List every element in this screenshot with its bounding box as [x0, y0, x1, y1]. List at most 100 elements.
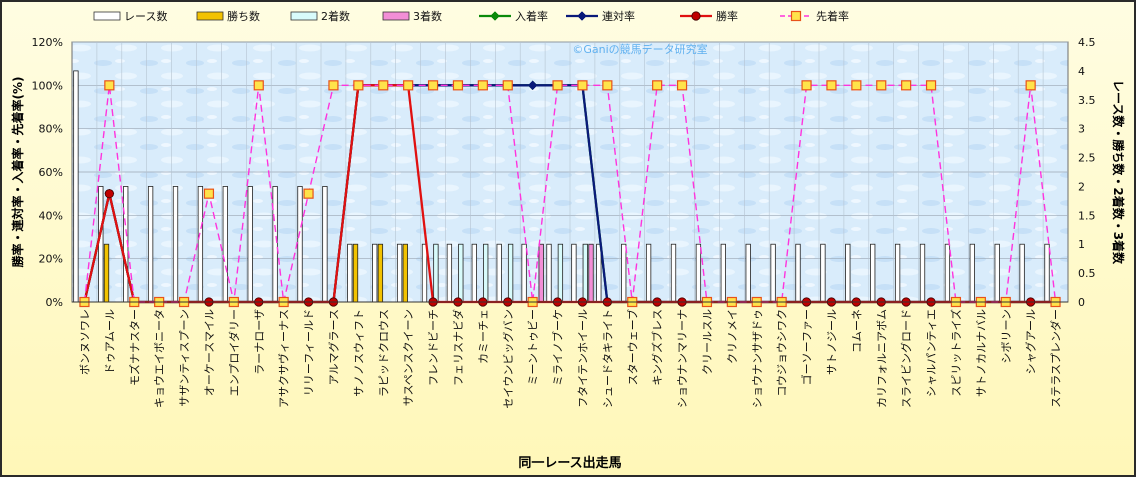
races-bar — [297, 186, 303, 303]
x-tick-label: アサクサヴィーナス — [277, 309, 291, 408]
legend-item: 先着率 — [780, 9, 849, 23]
legend-label: レース数 — [124, 10, 167, 23]
legend-swatch — [196, 11, 224, 21]
x-tick-label: サザンティスプーン — [178, 309, 191, 407]
beat-rate-point — [253, 80, 264, 91]
x-tick-label: ドゥアムール — [103, 309, 116, 374]
legend-label: 3着数 — [413, 9, 442, 23]
races-bar — [720, 243, 726, 303]
x-tick-label: スライビングロード — [899, 309, 913, 408]
x-tick-label: サトノジール — [825, 309, 838, 375]
beat-rate-point — [502, 80, 513, 91]
beat-rate-point — [577, 80, 588, 91]
beat-rate-point — [353, 80, 364, 91]
legend-item: 勝ち数 — [196, 9, 260, 23]
legend-swatch — [382, 11, 410, 21]
races-bar — [745, 243, 751, 303]
beat-rate-point — [925, 80, 937, 91]
races-bar — [98, 186, 104, 303]
legend-item: レース数 — [93, 10, 167, 23]
races-bar — [372, 243, 378, 303]
races-bar — [770, 243, 776, 303]
beat-rate-point — [552, 80, 563, 91]
right-tick-label: 0 — [1078, 296, 1085, 309]
right-tick-label: 1 — [1078, 238, 1085, 251]
legend-marker — [691, 11, 701, 21]
legend-item: 入着率 — [479, 9, 548, 23]
x-tick-label: ゴーソーファー — [800, 309, 814, 385]
beat-rate-point — [1025, 80, 1036, 91]
x-tick-label: コウジョウシワク — [776, 309, 789, 397]
beat-rate-point — [652, 80, 663, 91]
x-tick-label: ミライノブーケ — [551, 309, 565, 386]
x-tick-label: エンプロイダリー — [227, 309, 241, 396]
right-tick-label: 3 — [1078, 123, 1085, 136]
races-bar — [322, 186, 328, 303]
x-tick-label: オーケースマイル — [203, 309, 216, 396]
x-tick-label: ショウナンマリーナ — [676, 309, 689, 408]
left-tick-label: 80% — [39, 123, 63, 136]
second-bar — [433, 243, 439, 303]
top2-rate-point — [527, 80, 538, 91]
left-tick-label: 100% — [32, 79, 63, 92]
beat-rate-point — [851, 80, 862, 91]
races-bar — [396, 243, 403, 303]
races-bar — [820, 243, 826, 303]
x-tick-label: シュードタキライト — [601, 309, 614, 408]
races-bar — [172, 186, 179, 303]
beat-rate-point — [378, 80, 389, 91]
x-tick-label: セイウンビッグバン — [501, 309, 515, 409]
third-bar — [538, 243, 544, 303]
races-bar — [197, 186, 204, 303]
races-bar — [596, 243, 602, 303]
gridlines — [72, 41, 1068, 303]
watermark: ©Ganiの競馬データ研究室 — [572, 42, 707, 56]
races-bar — [1019, 243, 1025, 303]
left-tick-label: 20% — [39, 253, 63, 266]
beat-rate-point — [876, 80, 887, 91]
beat-rate-point — [801, 80, 812, 91]
wins-bar — [352, 243, 359, 303]
beat-rate-point — [328, 80, 339, 91]
legend-label: 入着率 — [515, 9, 548, 23]
x-tick-label: シャグアール — [1024, 309, 1038, 374]
races-bar — [222, 186, 228, 303]
right-tick-label: 3.5 — [1078, 94, 1096, 107]
second-bar — [557, 243, 564, 303]
x-axis-label: 同一レース出走馬 — [518, 455, 621, 471]
legend-marker — [790, 10, 802, 22]
y-axis-left-label: 勝率・連対率・入着率・先着率(%) — [10, 77, 25, 268]
legend: レース数 勝ち数 2着数 3着数 入着率 連対率 勝率 先着率 — [93, 9, 849, 23]
x-tick-label: ステラスプレンダー — [1049, 309, 1063, 408]
right-tick-label: 2 — [1078, 180, 1085, 193]
wins-bar — [377, 243, 384, 303]
beat-rate-point — [676, 80, 688, 91]
races-bar — [645, 243, 652, 303]
races-bar — [147, 186, 154, 303]
beat-rate-point — [303, 188, 314, 199]
legend-marker — [577, 11, 587, 21]
races-bar — [521, 243, 527, 303]
x-tick-label: フレンドビーチ — [427, 309, 440, 386]
x-tick-label: フェリスナビダ — [451, 309, 465, 386]
races-bar — [845, 243, 851, 303]
x-tick-label: アルマグラース — [326, 309, 340, 385]
x-tick-label: リリーフィールド — [303, 309, 316, 396]
races-bar — [621, 243, 627, 303]
x-tick-label: クリノメイ — [726, 309, 739, 364]
beat-rate-point — [602, 80, 613, 91]
right-tick-label: 0.5 — [1078, 267, 1096, 280]
x-tick-label: キングズブレス — [650, 309, 664, 386]
races-bar — [347, 243, 353, 303]
win-rate-point — [104, 189, 114, 199]
legend-item: 2着数 — [290, 9, 350, 23]
legend-swatch — [93, 11, 121, 21]
x-tick-label: ラピッドクロウス — [377, 309, 390, 397]
x-tick-label: モズナナスター — [127, 309, 141, 386]
left-tick-label: 120% — [32, 36, 63, 49]
left-tick-label: 0% — [46, 296, 63, 309]
x-tick-label: カリフォルニアボム — [875, 309, 888, 408]
x-tick-label: サスペンスクイーン — [402, 309, 415, 406]
right-tick-label: 4 — [1078, 65, 1085, 78]
x-tick-label: ミーントゥビー — [527, 309, 540, 385]
